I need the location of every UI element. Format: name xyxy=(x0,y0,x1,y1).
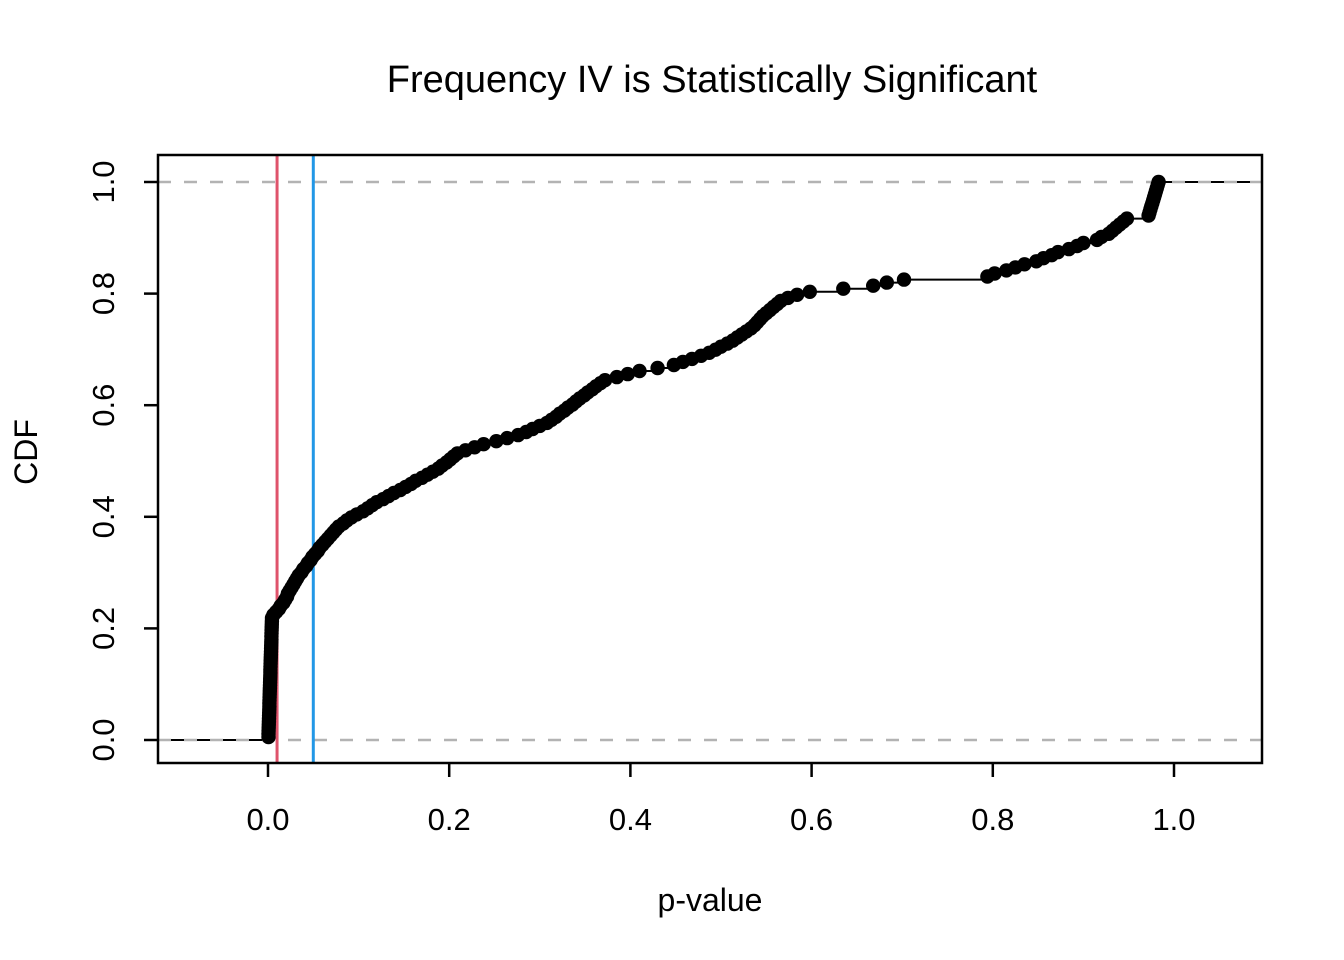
x-tick-label: 0.8 xyxy=(971,802,1014,837)
y-tick-label: 0.8 xyxy=(86,272,121,315)
x-tick-label: 1.0 xyxy=(1152,802,1195,837)
ecdf-point xyxy=(802,284,817,299)
ecdf-point xyxy=(489,434,504,449)
x-tick-label: 0.0 xyxy=(246,802,289,837)
ecdf-point xyxy=(620,366,635,382)
ecdf-point xyxy=(476,437,491,452)
ecdf-point xyxy=(1076,235,1091,251)
ecdf-point xyxy=(609,369,624,385)
ecdf-point xyxy=(836,281,851,296)
x-tick-label: 0.2 xyxy=(428,802,471,837)
ecdf-point xyxy=(500,430,515,446)
plot-border xyxy=(156,153,1264,765)
x-axis: 0.0 0.2 0.4 0.6 0.8 1.0 xyxy=(246,763,1196,837)
ecdf-point xyxy=(1151,174,1166,190)
ecdf-point xyxy=(789,287,805,302)
ecdf-point xyxy=(1017,257,1032,272)
ecdf-point xyxy=(866,278,881,293)
ecdf-point xyxy=(597,373,613,388)
ecdf-point xyxy=(1119,211,1135,226)
ecdf-step-line xyxy=(158,181,1262,741)
ecdf-point xyxy=(650,360,665,376)
y-tick-label: 1.0 xyxy=(86,160,121,203)
chart-title: Frequency IV is Statistically Significan… xyxy=(387,59,1038,101)
plot-area: 0.0 0.2 0.4 0.6 0.8 1.0 0.0 0.2 0.4 0.6 0.8 1.0 xyxy=(86,153,1264,837)
y-tick-label: 0.6 xyxy=(86,384,121,427)
y-axis-label: CDF xyxy=(8,419,44,485)
x-tick-label: 0.6 xyxy=(790,802,833,837)
ecdf-point xyxy=(1050,244,1066,260)
ecdf-point xyxy=(896,272,912,287)
x-tick-label: 0.4 xyxy=(609,802,652,837)
ecdf-point xyxy=(632,363,647,379)
ecdf-points xyxy=(261,174,1166,745)
y-axis: 0.0 0.2 0.4 0.6 0.8 1.0 xyxy=(86,160,158,762)
x-axis-label: p-value xyxy=(658,882,763,918)
y-tick-label: 0.0 xyxy=(86,718,121,761)
ecdf-point xyxy=(879,275,894,290)
y-tick-label: 0.4 xyxy=(86,495,121,538)
ecdf-point xyxy=(987,266,1002,281)
y-tick-label: 0.2 xyxy=(86,607,121,650)
